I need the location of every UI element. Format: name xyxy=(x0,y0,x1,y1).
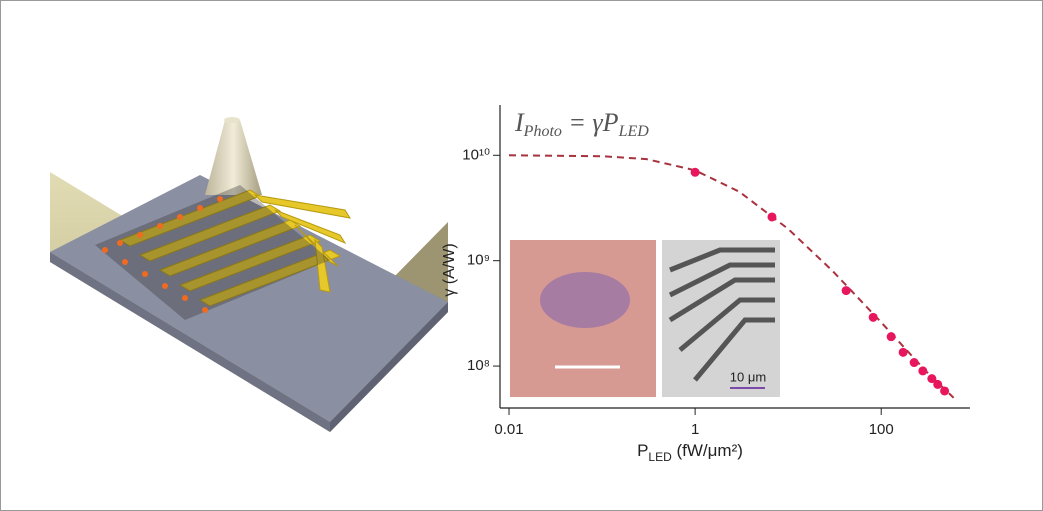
x-label-part: P xyxy=(637,441,648,460)
y-tick-label: 10⁸ xyxy=(467,357,490,374)
y-tick-label: 10⁹ xyxy=(467,252,490,269)
x-tick-label: 1 xyxy=(691,421,699,438)
data-point xyxy=(869,313,878,322)
data-point xyxy=(940,386,949,395)
y-axis-label: γ (A/W) xyxy=(441,243,458,296)
data-point xyxy=(899,348,908,357)
y-tick-label: 10¹⁰ xyxy=(462,146,490,163)
eq-part: Photo xyxy=(523,123,562,140)
x-label-part: LED xyxy=(648,450,672,464)
data-point xyxy=(767,212,776,221)
x-tick-label: 100 xyxy=(869,421,894,438)
eq-part: = γP xyxy=(562,108,619,137)
data-point xyxy=(918,366,927,375)
data-point xyxy=(691,168,700,177)
x-label-part: (fW/μm²) xyxy=(672,441,743,460)
data-point xyxy=(910,358,919,367)
data-point xyxy=(887,332,896,341)
scale-label: 10 μm xyxy=(730,369,766,384)
eq-part: LED xyxy=(618,123,650,140)
x-tick-label: 0.01 xyxy=(494,421,523,438)
data-point xyxy=(842,286,851,295)
figure: 10 μm IPhoto = γPLED PLED (fW/μm²) γ (A/… xyxy=(0,0,1043,511)
inset-images: 10 μm xyxy=(510,240,780,397)
data-point xyxy=(933,380,942,389)
